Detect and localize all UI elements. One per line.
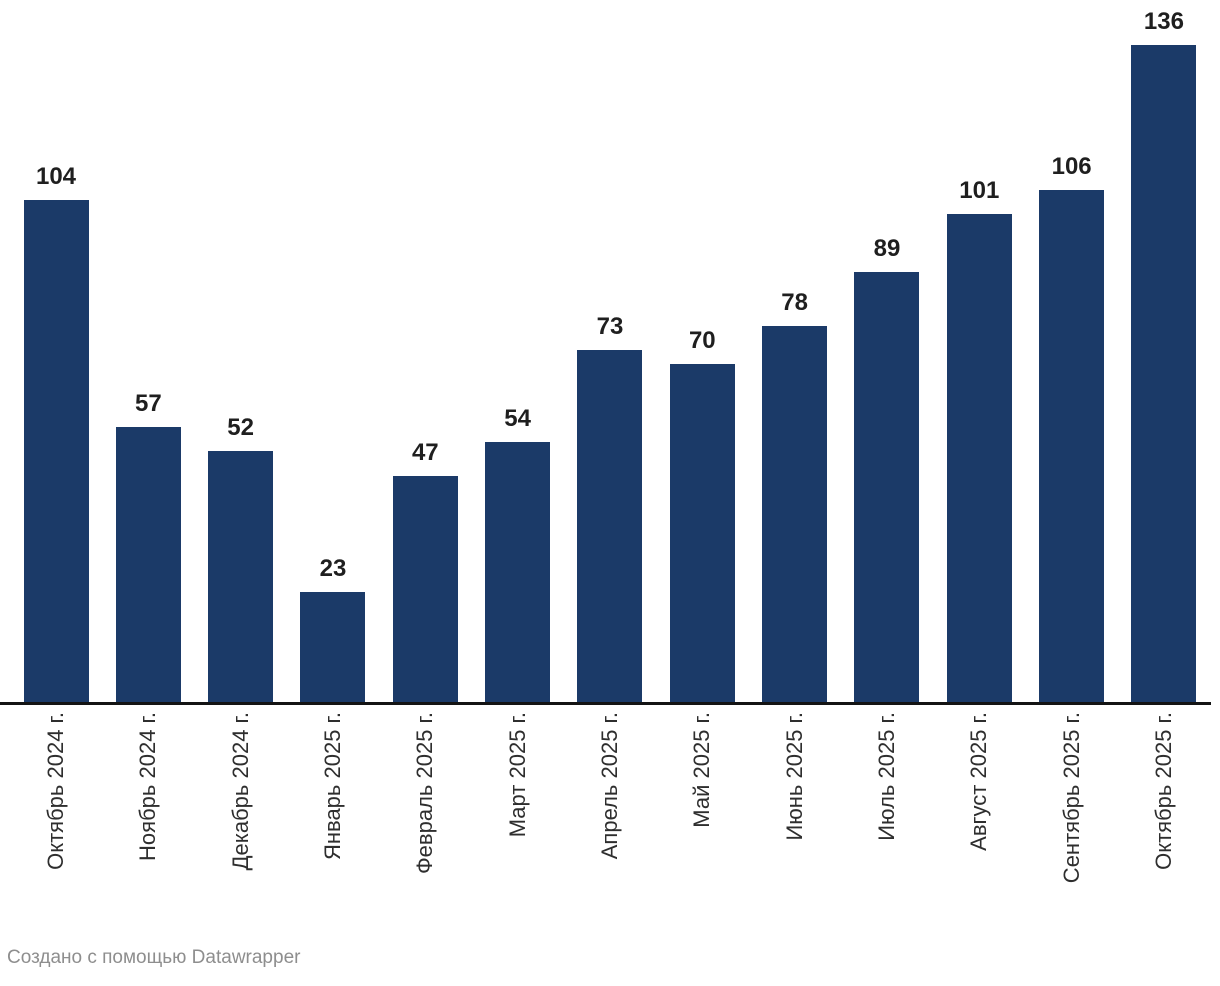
x-axis-label: Сентябрь 2025 г. — [1058, 712, 1084, 884]
x-axis-label: Июль 2025 г. — [873, 712, 899, 841]
x-axis-label: Октябрь 2024 г. — [43, 712, 68, 870]
value-label: 106 — [1051, 153, 1092, 180]
x-axis-label: Октябрь 2025 г. — [1150, 712, 1176, 870]
value-label: 78 — [781, 289, 808, 316]
x-axis-line — [0, 702, 1211, 705]
x-axis-label: Апрель 2025 г. — [596, 712, 622, 860]
value-label: 101 — [959, 177, 1000, 204]
bar — [392, 476, 458, 703]
x-axis-label: Август 2025 г. — [966, 712, 992, 851]
x-axis-label: Февраль 2025 г. — [412, 712, 438, 875]
x-axis-label: Январь 2025 г. — [319, 712, 345, 861]
value-label: 136 — [1143, 8, 1184, 35]
bar — [1131, 45, 1197, 703]
value-label: 70 — [688, 327, 716, 354]
bar — [577, 350, 643, 703]
value-label: 47 — [411, 439, 439, 466]
value-label: 57 — [134, 390, 162, 417]
attribution: Создано с помощью Datawrapper — [7, 947, 300, 969]
value-label: 54 — [504, 405, 531, 432]
bar — [485, 442, 551, 703]
datawrapper-credit-link[interactable]: Создано с помощью Datawrapper — [7, 947, 301, 968]
bar — [946, 214, 1012, 703]
bar — [208, 451, 274, 703]
value-label: 104 — [35, 163, 77, 190]
x-axis-label: Март 2025 г. — [504, 712, 530, 838]
x-axis-label: Ноябрь 2024 г. — [135, 712, 161, 861]
value-label: 89 — [873, 235, 901, 262]
bar — [300, 592, 366, 703]
bar — [669, 364, 735, 703]
x-axis-label: Июнь 2025 г. — [781, 712, 807, 841]
x-axis-label: Декабрь 2024 г. — [227, 712, 253, 871]
bar — [762, 326, 828, 703]
value-label: 73 — [596, 313, 624, 340]
bar — [23, 200, 89, 703]
bar — [115, 427, 181, 703]
value-label: 23 — [319, 555, 347, 582]
bar — [854, 272, 920, 703]
x-axis-label: Май 2025 г. — [689, 712, 715, 828]
value-label: 52 — [227, 414, 254, 441]
bar — [1039, 190, 1105, 703]
